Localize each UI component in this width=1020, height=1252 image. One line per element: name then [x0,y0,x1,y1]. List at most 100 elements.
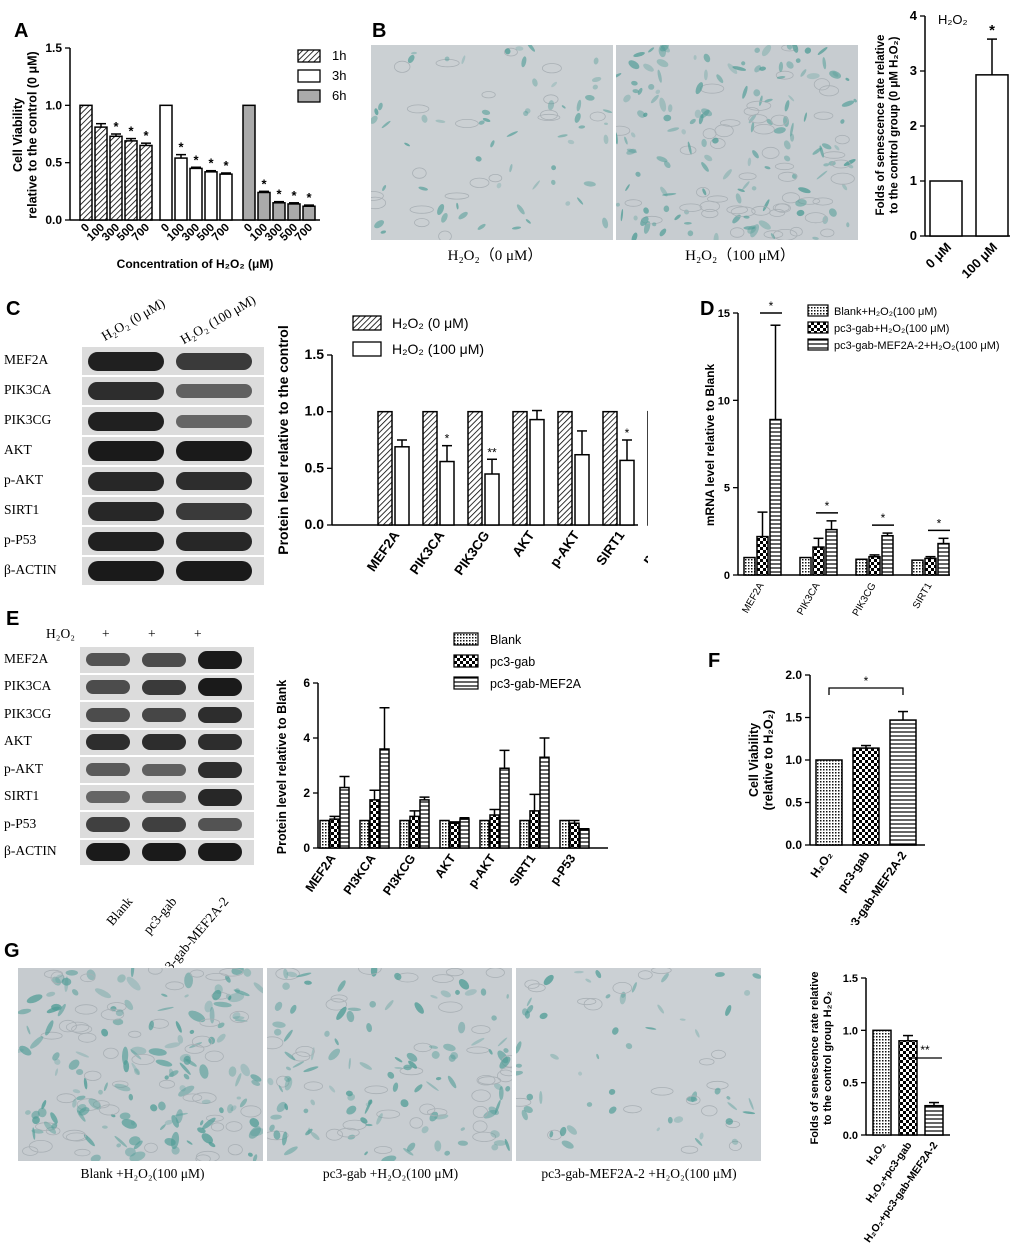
chart-a-bar-1h [139,144,153,221]
stain-spot [561,1140,574,1149]
cell-outline [714,124,734,138]
blot-e-label-mef2a: MEF2A [4,650,49,666]
cell-outline [28,1140,53,1153]
stain-spot [551,165,557,171]
stain-spot [364,1099,372,1114]
chart-e-bar-mef2a-1 [329,818,340,849]
cell-outline [748,114,768,124]
cell-outline [445,968,464,977]
western-blot-e: MEF2A PIK3CA PIK3CG AKT p-AKT SIRT1 p-P53 β-ACT… [0,646,260,876]
chart-d-bar-pik3ca-1 [812,546,825,576]
stain-spot [51,1123,58,1129]
chart-b-bar-100-m [975,74,1009,237]
stain-spot [359,1062,373,1070]
cell-outline [210,1122,225,1132]
stain-spot [178,1085,195,1097]
stain-spot [376,1113,383,1125]
stain-spot [32,1127,36,1140]
blot-e-row-akt: AKT [0,729,256,757]
blot-c-band [88,382,164,400]
stain-spot [247,1152,253,1157]
cell-outline [435,59,460,68]
blot-e-band [142,817,186,833]
chart-e-bar-p-p53-0 [559,819,570,849]
chart-d-bar-sirt1-2 [937,542,950,576]
panel-letter-a: A [14,20,29,42]
blot-e-band [142,652,186,667]
cell-outline [834,134,850,145]
chart-e-ytick-label: 4 [303,731,310,745]
stain-spot [400,1099,409,1108]
stain-spot [567,139,575,145]
stain-spot [701,138,707,148]
stain-spot [695,82,704,95]
chart-g-ytick-label: 0.5 [843,1078,858,1090]
cell-outline [406,104,430,114]
cell-outline [730,206,756,218]
cell-outline [812,197,834,206]
stain-spot [713,232,719,240]
cell-outline [80,973,96,983]
stain-spot [123,1060,130,1073]
chart-d-bar-pik3cg-0 [855,558,868,576]
blot-c-row-actin: β-ACTIN [0,556,266,586]
chart-a-star: * [261,176,267,191]
blot-c-row-pik3cg: PIK3CG [0,406,266,436]
cell-outline [726,205,748,215]
chart-d-ytick-label: 5 [724,483,730,495]
stain-spot [759,95,763,106]
stain-spot [161,993,168,997]
blot-c-row-p-akt: p-AKT [0,466,266,496]
chart-e-legend-label-1: pc3-gab [490,655,535,669]
cell-outline [831,159,851,169]
blot-e-band [198,734,242,751]
chart-d-bar-pik3cg-2 [881,534,894,576]
stain-spot [248,1126,261,1139]
chart-a-ytick-label: 0.0 [45,213,62,227]
chart-a-bar-6h [287,203,301,221]
stain-spot [504,1138,510,1151]
stain-spot [234,988,241,994]
stain-spot [232,1016,245,1020]
stain-spot [371,115,378,124]
stain-spot [786,61,794,69]
cell-outline [229,1010,250,1023]
stain-spot [346,1010,355,1023]
stain-spot [643,112,648,118]
chart-b-ytick-label: 0 [910,228,917,243]
stain-spot [201,1099,211,1105]
blot-c-label-pik3ca: PIK3CA [4,382,52,397]
cell-outline [761,146,780,159]
cell-outline [485,968,505,978]
blot-c-band [88,411,164,431]
chart-e-bar-akt-2 [459,818,470,849]
chart-e-ytick-label: 0 [303,841,310,855]
stain-spot [274,1001,283,1011]
stain-spot [296,972,312,978]
blot-c-row-akt: AKT [0,436,266,466]
stain-spot [227,992,245,1003]
stain-spot [742,1111,756,1115]
stain-spot [114,1083,131,1092]
chart-b-ytick-label: 3 [910,63,917,78]
stain-spot [76,1068,84,1076]
chart-e-xtick-label: p-AKT [465,851,498,890]
stain-spot [496,182,502,189]
stain-spot [148,1020,154,1031]
cell-outline [830,172,855,185]
stain-spot [699,1132,704,1140]
western-blot-c: MEF2A PIK3CA PIK3CG AKT p-AKT SIRT1 p-P53 β-ACT… [0,346,264,586]
stain-spot [625,184,630,192]
chart-a-star: * [276,187,282,202]
stain-spot [817,47,828,55]
cell-outline [165,981,185,991]
cell-outline [413,1042,433,1053]
chart-a-star: * [208,156,214,171]
stain-spot [426,1081,439,1092]
stain-spot [702,188,707,196]
chart-b-xtick-label: 100 μM [958,240,1000,282]
stain-spot [526,1093,534,1101]
stain-spot [660,45,669,52]
stain-spot [437,203,445,216]
micrograph-g-caption-2: pc3-gab-MEF2A-2 +H₂O₂(100 μM) [541,1166,737,1181]
